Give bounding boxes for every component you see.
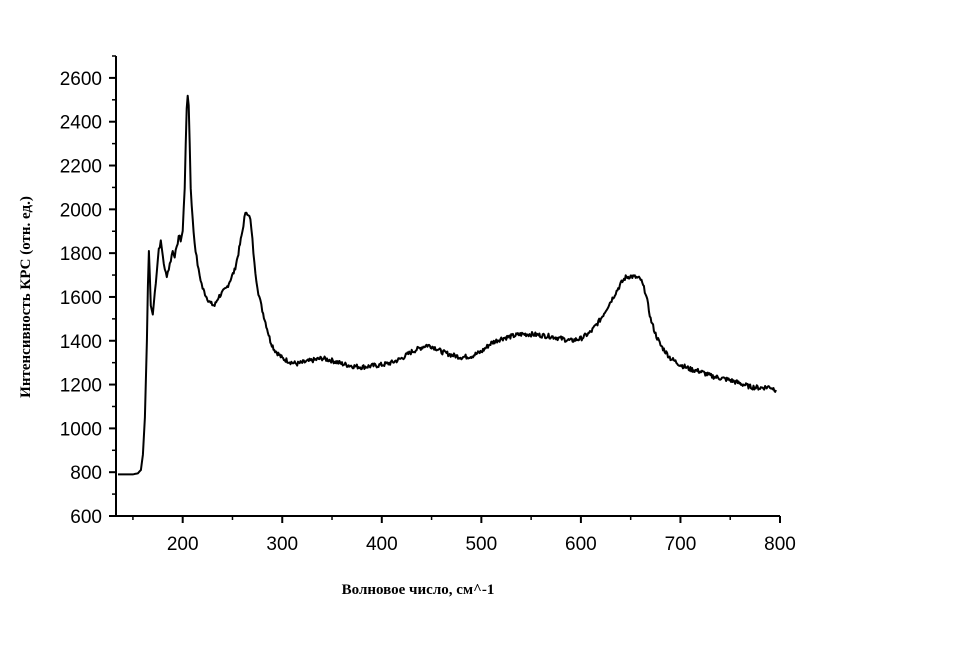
x-tick-label: 800	[764, 534, 796, 555]
y-tick-label: 2600	[60, 69, 102, 90]
y-tick-label: 1400	[60, 332, 102, 353]
y-tick-label: 2400	[60, 113, 102, 134]
series-line-spectrum	[117, 94, 777, 476]
y-tick-label: 1000	[60, 419, 102, 440]
y-axis-ticks: 600 800 1000 1200 1400 1600 1800 2000 2200 2400 26…	[60, 55, 116, 528]
y-tick-label: 2000	[60, 200, 102, 221]
y-tick-label: 800	[70, 463, 102, 484]
y-axis-title: Интенсивность КРС (отн. ед.)	[18, 196, 34, 398]
x-tick-label: 500	[465, 534, 497, 555]
y-tick-label: 2200	[60, 157, 102, 178]
x-axis-ticks: 200 300 400 500 600 700 800	[132, 516, 796, 555]
plot-area	[115, 56, 780, 517]
y-tick-label: 1600	[60, 288, 102, 309]
x-tick-label: 700	[665, 534, 697, 555]
y-tick-label: 1800	[60, 244, 102, 265]
x-axis-title: Волновое число, см^-1	[342, 582, 495, 598]
x-tick-label: 600	[565, 534, 597, 555]
y-tick-label: 1200	[60, 376, 102, 397]
x-tick-label: 400	[366, 534, 398, 555]
x-tick-label: 200	[167, 534, 199, 555]
x-tick-label: 300	[266, 534, 298, 555]
y-tick-label: 600	[70, 507, 102, 528]
